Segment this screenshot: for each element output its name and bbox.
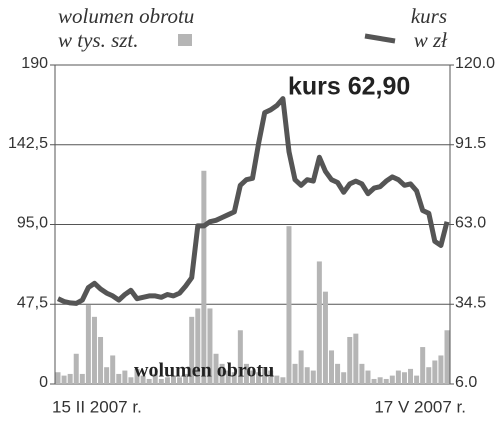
bar bbox=[219, 363, 225, 384]
annotation: kurs 62,90 bbox=[288, 73, 410, 101]
bar bbox=[201, 170, 207, 384]
x-tick-label: 15 II 2007 r. bbox=[52, 397, 142, 416]
bar bbox=[292, 363, 298, 384]
bar bbox=[177, 377, 183, 384]
y2-tick-label: 63.0 bbox=[455, 215, 486, 232]
bar bbox=[401, 372, 407, 384]
bar bbox=[61, 375, 67, 384]
bar bbox=[189, 316, 195, 384]
bar bbox=[316, 261, 322, 384]
y-tick-label: 190 bbox=[21, 55, 48, 72]
bar bbox=[207, 308, 213, 384]
bar bbox=[79, 373, 85, 384]
y-axis-label: w tys. szt. bbox=[58, 28, 139, 52]
bar bbox=[140, 375, 146, 384]
y-tick-label: 142,5 bbox=[8, 135, 48, 152]
x-tick-label: 17 V 2007 r. bbox=[374, 397, 466, 416]
bar bbox=[128, 377, 134, 384]
y-tick-label: 0 bbox=[39, 374, 48, 391]
bar bbox=[371, 378, 377, 384]
y2-axis-label: w zł bbox=[414, 28, 448, 52]
bar bbox=[414, 375, 420, 384]
bar bbox=[256, 372, 262, 384]
bar bbox=[104, 367, 110, 384]
bar bbox=[322, 291, 328, 384]
bar bbox=[231, 372, 237, 384]
bar bbox=[353, 333, 359, 384]
bar bbox=[134, 368, 140, 384]
legend-swatch bbox=[178, 34, 192, 46]
bar bbox=[304, 367, 310, 384]
bar bbox=[298, 350, 304, 384]
bar bbox=[98, 336, 104, 384]
bar bbox=[146, 378, 152, 384]
y-tick-label: 95,0 bbox=[17, 215, 48, 232]
legend-label: wolumen obrotu bbox=[58, 4, 194, 28]
legend-swatch bbox=[364, 33, 396, 44]
bar bbox=[195, 308, 201, 384]
bar bbox=[122, 370, 128, 384]
bar bbox=[164, 377, 170, 384]
annotation: wolumen obrotu bbox=[134, 360, 274, 382]
bar bbox=[237, 330, 243, 384]
bar bbox=[383, 378, 389, 384]
bar bbox=[347, 336, 353, 384]
bar bbox=[438, 355, 444, 384]
bar bbox=[395, 370, 401, 384]
bar bbox=[170, 375, 176, 384]
bar bbox=[420, 347, 426, 384]
bar bbox=[262, 367, 268, 384]
bar bbox=[73, 353, 79, 384]
bar bbox=[444, 330, 450, 384]
bar bbox=[158, 378, 164, 384]
bar bbox=[55, 372, 61, 384]
price-line bbox=[56, 96, 450, 306]
y-tick-label: 47,5 bbox=[17, 294, 48, 311]
bar bbox=[225, 370, 231, 384]
y2-tick-label: 120.0 bbox=[455, 55, 495, 72]
bar bbox=[426, 367, 432, 384]
bar bbox=[110, 355, 116, 384]
bar bbox=[389, 375, 395, 384]
bar bbox=[213, 353, 219, 384]
bar bbox=[310, 370, 316, 384]
y2-tick-label: 6.0 bbox=[455, 374, 477, 391]
bar bbox=[280, 377, 286, 384]
bar bbox=[116, 373, 122, 384]
y2-tick-label: 34.5 bbox=[455, 294, 486, 311]
bar bbox=[329, 350, 335, 384]
legend-label: kurs bbox=[411, 4, 447, 28]
bar bbox=[286, 226, 292, 384]
bar bbox=[365, 370, 371, 384]
bar bbox=[268, 370, 274, 384]
bar bbox=[341, 372, 347, 384]
bar bbox=[91, 316, 97, 384]
bar bbox=[152, 373, 158, 384]
bar bbox=[85, 305, 91, 384]
bar bbox=[250, 370, 255, 384]
bar bbox=[274, 375, 280, 384]
bar bbox=[243, 363, 249, 384]
y2-tick-label: 91.5 bbox=[455, 135, 486, 152]
bar bbox=[359, 363, 365, 384]
bar bbox=[377, 377, 383, 384]
bar bbox=[183, 373, 189, 384]
bar bbox=[67, 373, 73, 384]
bar bbox=[432, 360, 438, 384]
bar bbox=[408, 368, 414, 384]
bar bbox=[335, 363, 341, 384]
